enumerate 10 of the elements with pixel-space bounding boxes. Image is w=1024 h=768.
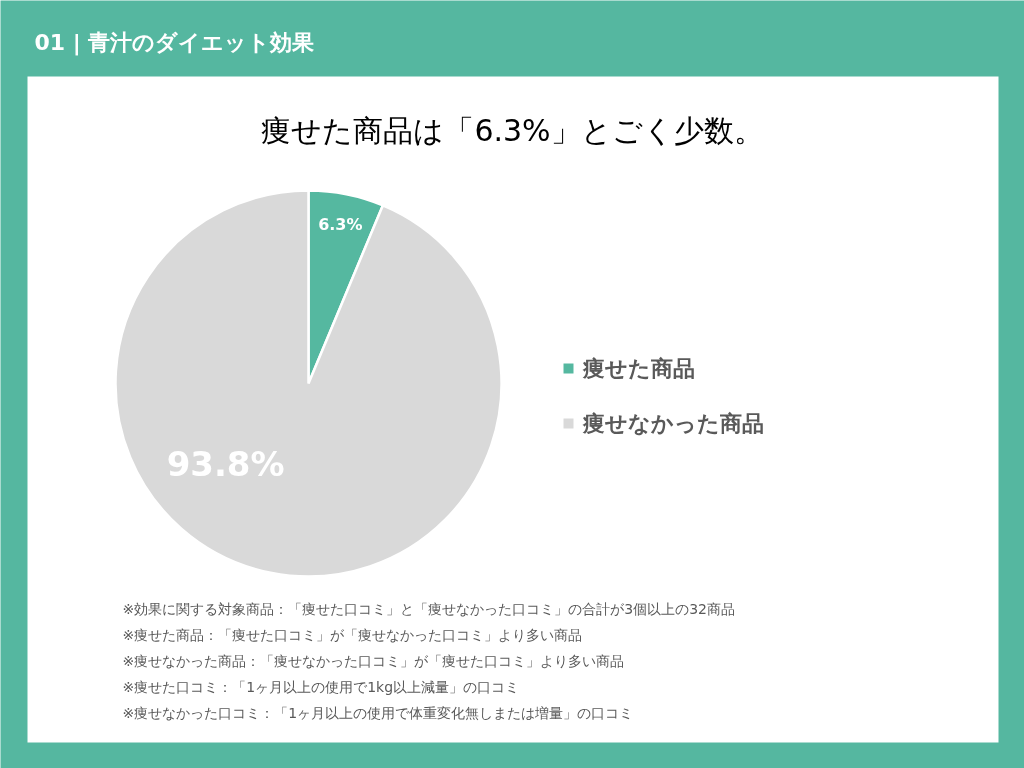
text: ※痩せた商品：「痩せた口コミ」が「痩せなかった口コミ」より多い商品 <box>122 626 583 643</box>
text: ※痩せなかった口コミ：「1ヶ月以上の使用で体重変化無しまたは増量」の口コミ <box>122 704 634 721</box>
text: ※痩せた口コミ：「1ヶ月以上の使用で1kg以上減量」の口コミ <box>122 678 520 695</box>
data-label: 6.3% <box>318 215 363 235</box>
legend-label: 痩せた商品 <box>581 356 695 381</box>
chart-title: 01 | 青汁のダイエット効果 <box>34 30 316 56</box>
text: ※効果に関する対象商品：「痩せた口コミ」と「痩せなかった口コミ」の合計が3個以上の32商品 <box>122 600 735 617</box>
text: ※痩せなかった商品：「痩せなかった口コミ」が「痩せた口コミ」より多い商品 <box>122 652 625 669</box>
chart-subtitle: 痩せた商品は「6.3%」とごく少数。 <box>261 113 764 148</box>
legend-label: 痩せなかった商品 <box>581 411 764 436</box>
